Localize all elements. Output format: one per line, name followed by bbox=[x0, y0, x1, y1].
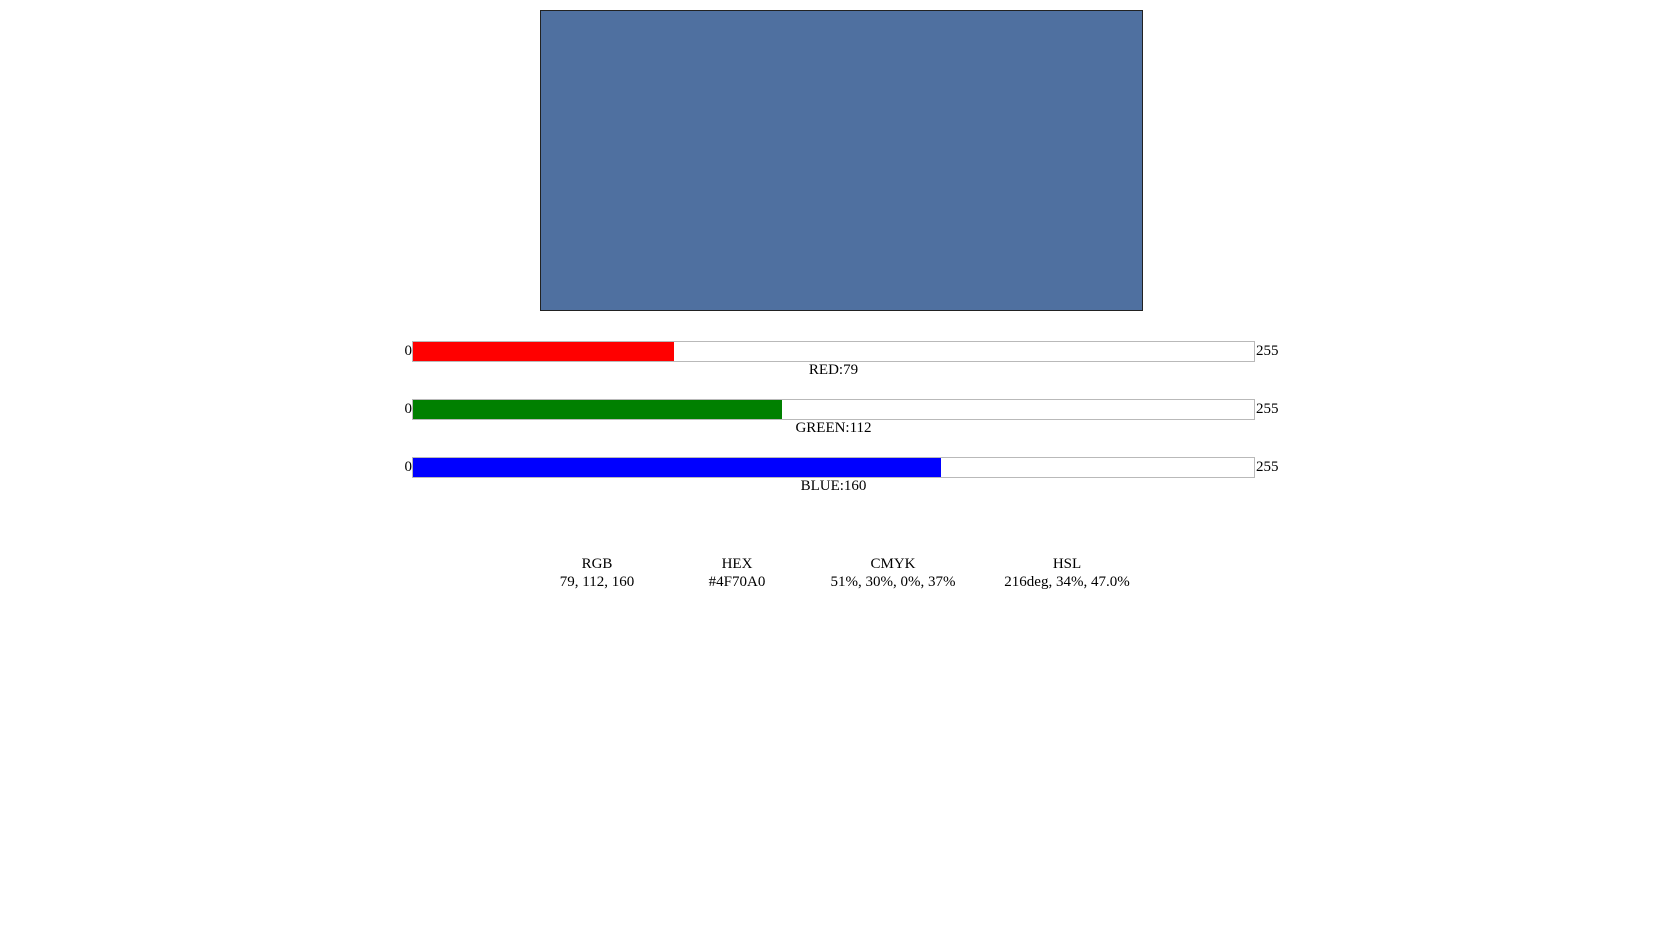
hex-format-label: HEX bbox=[721, 556, 753, 572]
red-slider[interactable] bbox=[412, 341, 1255, 362]
green-value-label: GREEN:112 bbox=[795, 420, 872, 436]
color-formats: RGB 79, 112, 160 HEX #4F70A0 CMYK 51%, 3… bbox=[0, 555, 1659, 595]
green-min-label: 0 bbox=[404, 401, 413, 417]
rgb-format-value: 79, 112, 160 bbox=[559, 574, 635, 590]
red-max-label: 255 bbox=[1256, 343, 1279, 359]
green-slider-row: 0 255 GREEN:112 bbox=[400, 399, 1290, 439]
hex-format: HEX #4F70A0 bbox=[709, 555, 766, 591]
red-slider-fill bbox=[413, 342, 674, 361]
red-value-label: RED:79 bbox=[808, 362, 859, 378]
cmyk-format: CMYK 51%, 30%, 0%, 37% bbox=[831, 555, 956, 591]
blue-slider[interactable] bbox=[412, 457, 1255, 478]
blue-min-label: 0 bbox=[404, 459, 413, 475]
blue-slider-row: 0 255 BLUE:160 bbox=[400, 457, 1290, 497]
blue-value-label: BLUE:160 bbox=[800, 478, 867, 494]
cmyk-format-label: CMYK bbox=[870, 556, 916, 572]
red-min-label: 0 bbox=[404, 343, 413, 359]
green-slider[interactable] bbox=[412, 399, 1255, 420]
blue-max-label: 255 bbox=[1256, 459, 1279, 475]
green-max-label: 255 bbox=[1256, 401, 1279, 417]
cmyk-format-value: 51%, 30%, 0%, 37% bbox=[830, 574, 956, 590]
hsl-format-value: 216deg, 34%, 47.0% bbox=[1004, 574, 1130, 590]
red-slider-row: 0 255 RED:79 bbox=[400, 341, 1290, 381]
rgb-format: RGB 79, 112, 160 bbox=[560, 555, 634, 591]
blue-slider-fill bbox=[413, 458, 941, 477]
rgb-format-label: RGB bbox=[581, 556, 613, 572]
hex-format-value: #4F70A0 bbox=[708, 574, 766, 590]
green-slider-fill bbox=[413, 400, 783, 419]
hsl-format-label: HSL bbox=[1052, 556, 1082, 572]
color-swatch bbox=[540, 10, 1143, 311]
hsl-format: HSL 216deg, 34%, 47.0% bbox=[1004, 555, 1129, 591]
